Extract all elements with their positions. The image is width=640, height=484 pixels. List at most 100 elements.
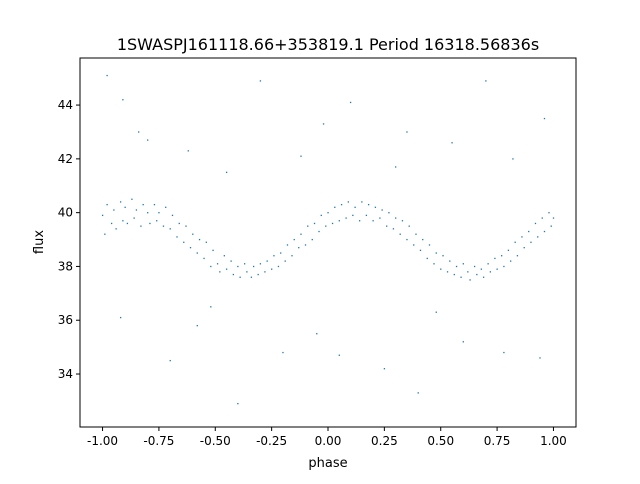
data-point <box>147 212 149 214</box>
data-point <box>286 244 289 246</box>
y-tick-label: 38 <box>58 259 73 273</box>
x-tick-label: -1.00 <box>87 434 118 448</box>
data-point <box>521 236 523 238</box>
data-point <box>428 244 431 246</box>
data-point <box>347 201 349 203</box>
data-point <box>352 214 354 217</box>
data-point <box>307 225 309 227</box>
data-point <box>325 225 327 227</box>
data-point <box>203 257 205 260</box>
data-point <box>156 220 158 222</box>
data-point <box>516 255 519 257</box>
x-axis-ticks: -1.00 -0.75 -0.50 -0.25 0.00 0.25 0.50 0.75 1.00 <box>87 427 567 448</box>
x-tick-label: 0.50 <box>427 434 454 448</box>
data-point <box>110 222 113 225</box>
y-axis-ticks: 34 36 38 40 42 44 <box>58 98 80 381</box>
data-point <box>467 271 469 273</box>
data-point <box>259 80 262 82</box>
data-point <box>365 214 368 217</box>
y-tick-label: 36 <box>58 313 73 327</box>
x-tick-label: 0.25 <box>371 434 398 448</box>
data-point <box>426 257 428 260</box>
x-tick-label: -0.50 <box>200 434 231 448</box>
data-point <box>361 201 363 203</box>
data-point <box>442 255 444 257</box>
data-point <box>449 260 451 262</box>
data-point <box>537 236 539 238</box>
data-point <box>367 203 370 206</box>
data-point <box>354 206 356 208</box>
data-point <box>455 265 458 268</box>
data-point <box>196 252 198 254</box>
data-point <box>419 249 422 251</box>
data-point <box>496 268 498 270</box>
data-point <box>266 260 268 262</box>
data-point <box>225 268 228 270</box>
data-point <box>298 247 300 249</box>
data-point <box>469 279 471 281</box>
data-point <box>119 316 122 319</box>
data-point <box>372 220 374 222</box>
data-point <box>320 214 322 217</box>
data-point <box>395 217 397 219</box>
data-point <box>257 273 259 276</box>
data-point <box>543 230 546 233</box>
x-tick-label: 0.00 <box>315 434 342 448</box>
data-point <box>358 220 361 222</box>
data-point <box>386 225 388 227</box>
data-point <box>271 268 273 270</box>
data-point <box>327 212 329 214</box>
plot-area-frame <box>79 57 577 428</box>
data-point <box>552 217 555 219</box>
data-point <box>131 198 133 200</box>
data-point <box>205 241 207 243</box>
data-point <box>219 271 221 273</box>
data-point <box>512 158 514 160</box>
data-point <box>210 265 212 268</box>
data-point <box>149 222 151 225</box>
y-tick-label: 34 <box>58 367 73 381</box>
data-point <box>212 249 214 251</box>
data-point <box>135 209 138 211</box>
data-point <box>158 212 160 214</box>
data-point <box>440 268 442 270</box>
data-point <box>187 150 189 152</box>
data-point <box>530 241 532 243</box>
data-point <box>106 74 108 77</box>
data-point <box>388 212 390 214</box>
data-point <box>322 123 325 125</box>
data-point <box>485 80 487 82</box>
data-point <box>253 265 255 268</box>
data-point <box>539 357 541 359</box>
data-point <box>138 131 140 133</box>
data-point <box>503 351 505 354</box>
data-point <box>548 212 550 214</box>
data-point <box>507 249 510 251</box>
data-point <box>503 265 505 268</box>
data-point <box>280 252 282 254</box>
data-point <box>243 263 246 265</box>
data-point <box>433 263 435 265</box>
data-point <box>192 233 194 235</box>
data-point <box>489 271 492 273</box>
data-point <box>435 252 437 254</box>
data-point <box>383 368 386 370</box>
data-point <box>304 244 307 246</box>
data-point <box>534 222 537 225</box>
data-point <box>230 260 232 262</box>
data-point <box>113 209 115 211</box>
data-point <box>460 276 462 278</box>
data-point <box>340 203 343 206</box>
data-point <box>401 220 404 222</box>
data-point <box>169 228 171 230</box>
data-point <box>273 255 275 257</box>
data-point <box>528 230 530 233</box>
data-point <box>313 222 316 225</box>
x-tick-label: 0.75 <box>484 434 511 448</box>
data-point <box>232 273 235 276</box>
data-point <box>282 351 284 354</box>
data-point <box>196 325 198 327</box>
data-point <box>338 220 340 222</box>
